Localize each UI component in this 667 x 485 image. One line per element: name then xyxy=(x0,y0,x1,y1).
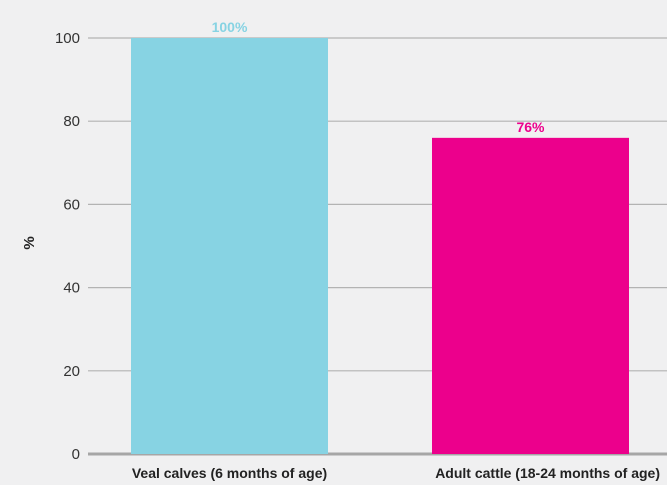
bar xyxy=(131,38,328,454)
bar-data-label: 76% xyxy=(516,119,545,135)
bars xyxy=(131,38,629,454)
y-tick-label: 100 xyxy=(55,30,80,47)
bar-data-label: 100% xyxy=(212,19,248,35)
y-tick-label: 40 xyxy=(63,280,80,297)
data-labels: 100% 76% xyxy=(212,19,545,135)
y-axis: 0 20 40 60 80 100 xyxy=(55,30,80,463)
bar xyxy=(432,137,629,454)
y-tick-label: 20 xyxy=(63,363,80,380)
y-axis-title: % xyxy=(21,236,38,249)
x-category-label: Adult cattle (18-24 months of age) xyxy=(435,465,660,481)
y-tick-label: 80 xyxy=(63,113,80,130)
y-tick-label: 0 xyxy=(72,446,80,463)
y-tick-label: 60 xyxy=(63,196,80,213)
x-axis: Veal calves (6 months of age) Adult cattl… xyxy=(132,465,660,481)
x-category-label: Veal calves (6 months of age) xyxy=(132,465,327,481)
